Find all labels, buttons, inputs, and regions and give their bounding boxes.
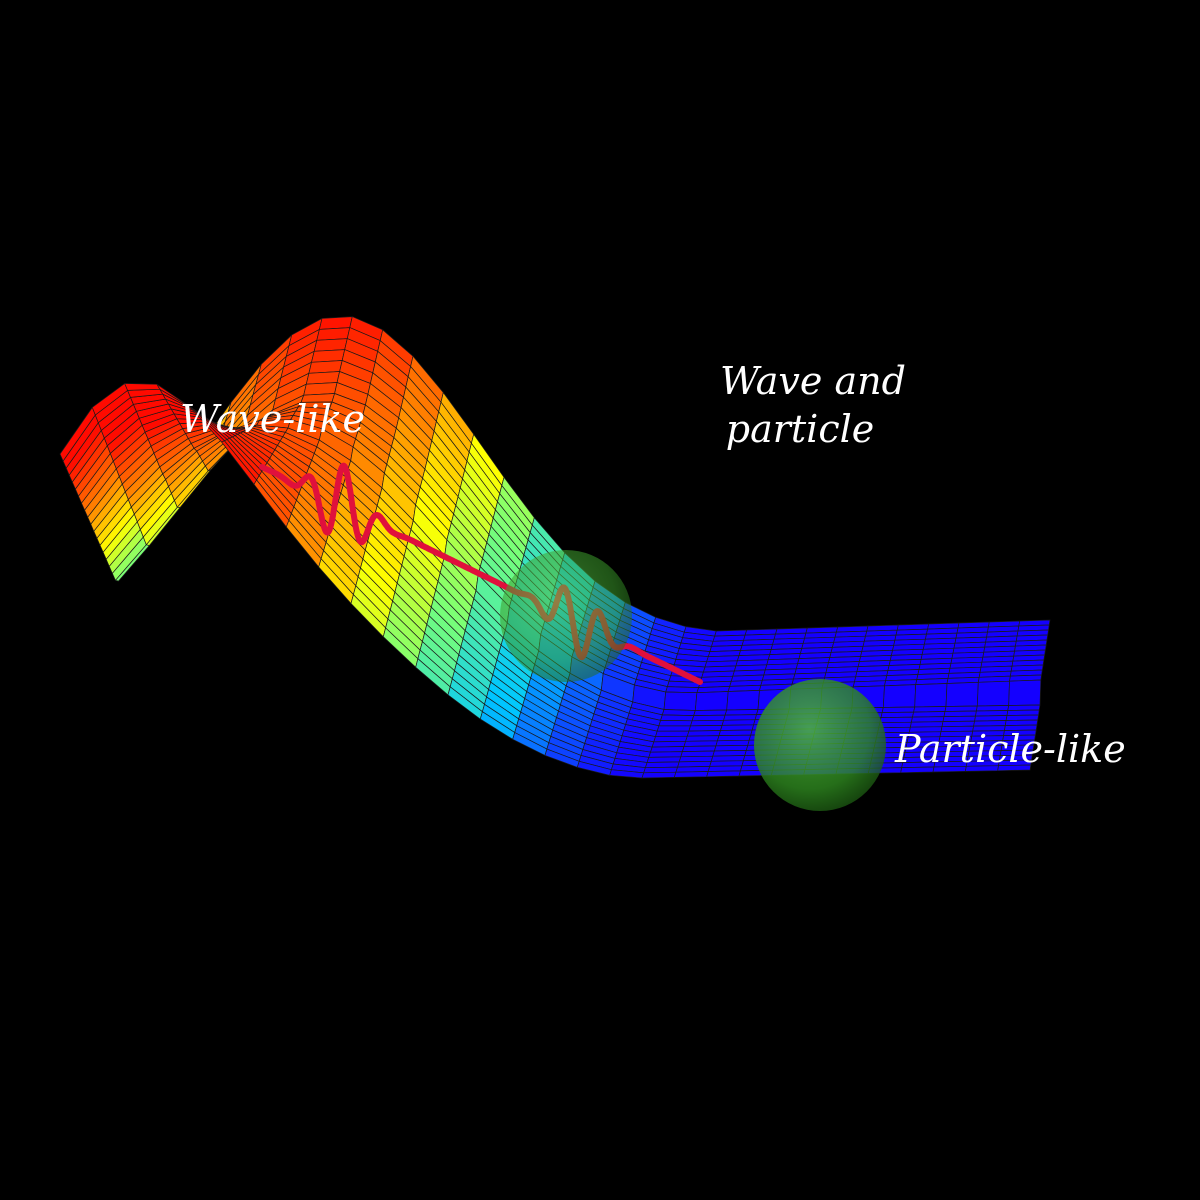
potential-surface-mesh (59, 316, 1051, 779)
wave-like-label: Wave-like (180, 397, 366, 441)
particle-sphere-icon (754, 679, 886, 811)
particle-sphere-icon (500, 550, 632, 682)
wave-and-particle-label-line2: particle (725, 406, 875, 451)
particle-like-label: Particle-like (895, 727, 1126, 771)
wave-and-particle-label-line1: Wave and (720, 359, 906, 403)
wave-packet-icon (259, 462, 703, 685)
wave-and-particle-label: Wave and particle (720, 358, 906, 453)
